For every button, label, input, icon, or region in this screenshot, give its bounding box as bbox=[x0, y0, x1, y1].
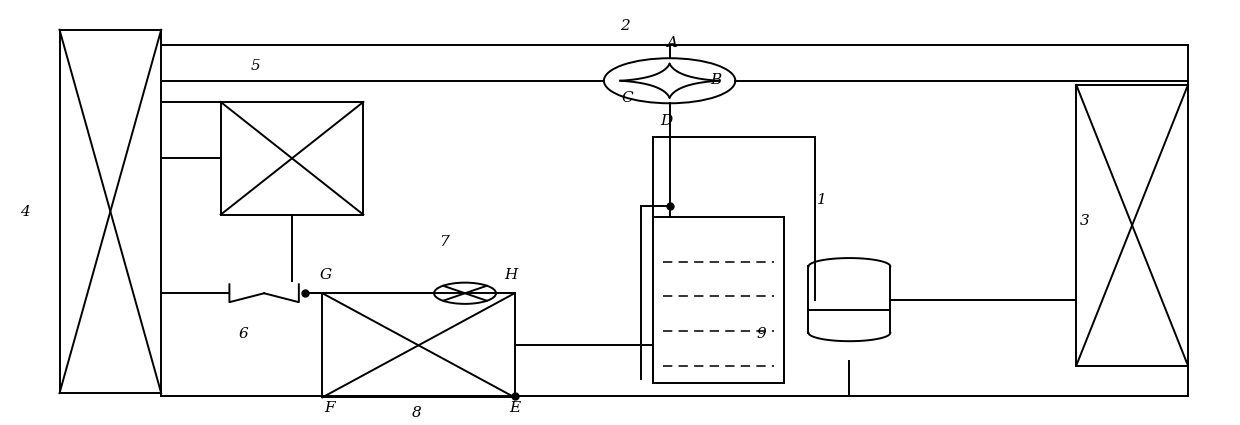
Text: G: G bbox=[320, 269, 332, 282]
Text: 9: 9 bbox=[756, 327, 766, 340]
Text: H: H bbox=[505, 269, 517, 282]
Bar bbox=[653, 217, 784, 382]
Text: 6: 6 bbox=[238, 327, 248, 340]
Bar bbox=[221, 102, 363, 215]
Text: D: D bbox=[660, 114, 672, 128]
Text: 8: 8 bbox=[412, 406, 422, 420]
Bar bbox=[322, 293, 515, 397]
Bar bbox=[60, 30, 161, 393]
Text: F: F bbox=[325, 401, 335, 415]
Text: 4: 4 bbox=[20, 206, 30, 219]
Text: A: A bbox=[667, 37, 677, 50]
Text: E: E bbox=[510, 401, 520, 415]
Text: 7: 7 bbox=[439, 235, 449, 249]
Text: 1: 1 bbox=[817, 193, 827, 207]
Text: 2: 2 bbox=[620, 20, 630, 33]
Text: B: B bbox=[709, 73, 722, 87]
Bar bbox=[1076, 85, 1188, 365]
Text: 3: 3 bbox=[1080, 214, 1090, 228]
Text: 5: 5 bbox=[250, 59, 260, 73]
Text: C: C bbox=[621, 91, 634, 105]
